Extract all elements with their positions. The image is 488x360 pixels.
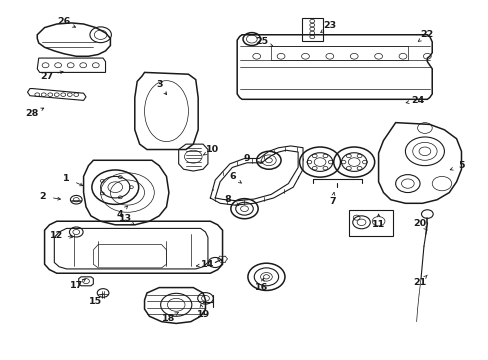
Text: 14: 14 — [201, 260, 214, 269]
Text: 6: 6 — [228, 172, 235, 181]
Text: 1: 1 — [63, 174, 70, 183]
Text: 18: 18 — [162, 314, 175, 323]
Text: 26: 26 — [58, 17, 71, 26]
Text: 27: 27 — [41, 72, 54, 81]
Text: 12: 12 — [50, 231, 63, 240]
Text: 11: 11 — [371, 220, 385, 229]
Text: 24: 24 — [410, 96, 424, 105]
Text: 16: 16 — [254, 283, 267, 292]
Text: 10: 10 — [206, 145, 219, 154]
Text: 23: 23 — [323, 21, 336, 30]
Text: 8: 8 — [224, 195, 230, 204]
Text: 22: 22 — [420, 30, 433, 39]
Bar — [348, 211, 392, 235]
Text: 28: 28 — [26, 109, 39, 118]
Text: 25: 25 — [254, 37, 267, 46]
Text: 9: 9 — [243, 154, 250, 163]
Text: 2: 2 — [39, 192, 45, 201]
Text: 19: 19 — [196, 310, 209, 319]
Text: 20: 20 — [413, 219, 426, 228]
Text: 3: 3 — [156, 81, 162, 90]
Text: 17: 17 — [69, 281, 83, 290]
Text: 21: 21 — [412, 278, 426, 287]
Text: 4: 4 — [117, 210, 123, 219]
Bar — [302, 18, 322, 41]
Text: 7: 7 — [328, 197, 335, 206]
Text: 15: 15 — [89, 297, 102, 306]
Bar — [271, 45, 407, 60]
Text: 13: 13 — [118, 214, 131, 223]
Text: 5: 5 — [457, 161, 464, 170]
